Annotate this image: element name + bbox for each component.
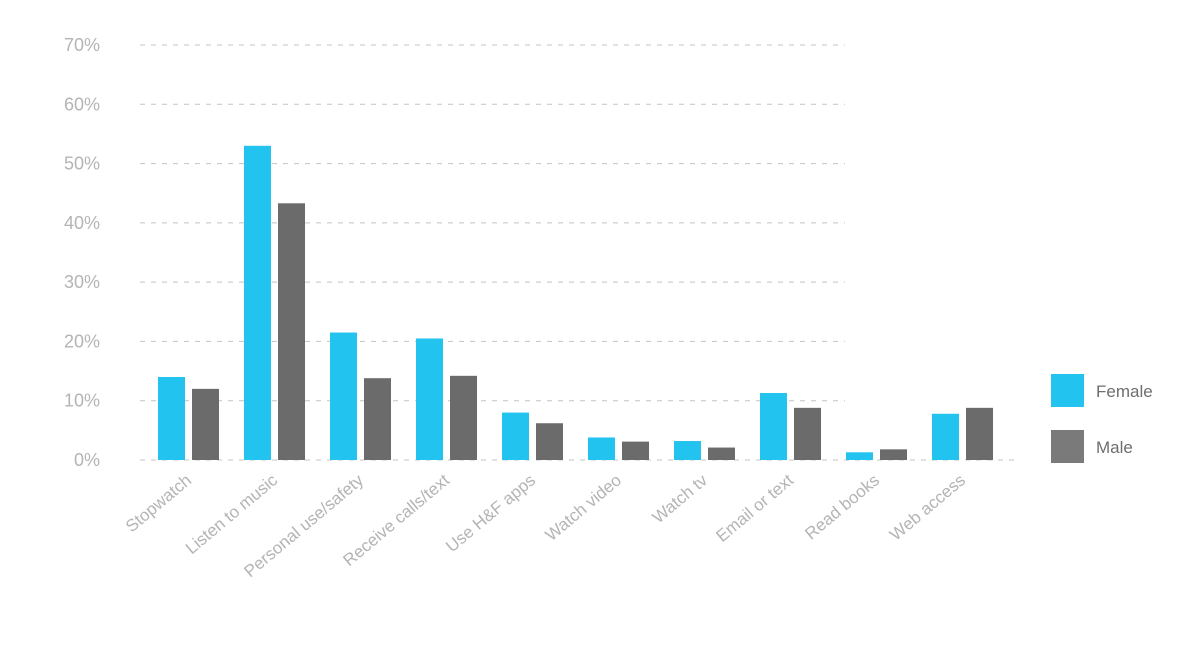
bar-male-6 — [708, 447, 735, 460]
bar-female-1 — [244, 145, 271, 461]
x-category-label: Use H&F apps — [442, 471, 539, 557]
legend-label-male: Male — [1096, 438, 1133, 457]
legend-swatch-female — [1051, 374, 1084, 407]
legend-swatch-male — [1051, 430, 1084, 463]
x-category-label: Stopwatch — [122, 471, 195, 537]
bar-female-3 — [416, 338, 443, 460]
y-tick-label: 50% — [64, 154, 100, 174]
y-tick-label: 0% — [74, 450, 100, 470]
bar-male-2 — [364, 378, 391, 460]
y-tick-label: 30% — [64, 272, 100, 292]
bar-female-7 — [760, 393, 787, 460]
bar-female-2 — [330, 332, 357, 460]
bar-female-9 — [932, 413, 959, 460]
bars — [158, 145, 993, 461]
y-tick-label: 70% — [64, 35, 100, 55]
x-category-label: Watch video — [542, 471, 625, 545]
bar-female-4 — [502, 412, 529, 460]
bar-male-7 — [794, 407, 821, 460]
legend-label-female: Female — [1096, 382, 1153, 401]
gridlines — [140, 44, 1015, 461]
bar-male-1 — [278, 203, 305, 461]
x-category-label: Read books — [801, 471, 883, 544]
y-axis-ticks: 0% 10% 20% 30% 40% 50% 60% 70% — [64, 35, 100, 470]
y-tick-label: 10% — [64, 391, 100, 411]
y-tick-label: 60% — [64, 94, 100, 114]
bar-male-3 — [450, 375, 477, 460]
x-category-label: Web access — [886, 471, 969, 545]
bar-female-8 — [846, 452, 873, 460]
bar-male-8 — [880, 449, 907, 460]
bar-female-6 — [674, 441, 701, 460]
bar-female-0 — [158, 377, 185, 460]
bar-male-5 — [622, 441, 649, 460]
x-category-label: Watch tv — [649, 470, 712, 527]
bar-male-9 — [966, 407, 993, 460]
bar-male-4 — [536, 423, 563, 460]
y-tick-label: 40% — [64, 213, 100, 233]
x-category-label: Email or text — [712, 470, 797, 545]
legend: Female Male — [1051, 374, 1153, 463]
y-tick-label: 20% — [64, 331, 100, 351]
bar-male-0 — [192, 388, 219, 460]
bar-female-5 — [588, 437, 615, 460]
